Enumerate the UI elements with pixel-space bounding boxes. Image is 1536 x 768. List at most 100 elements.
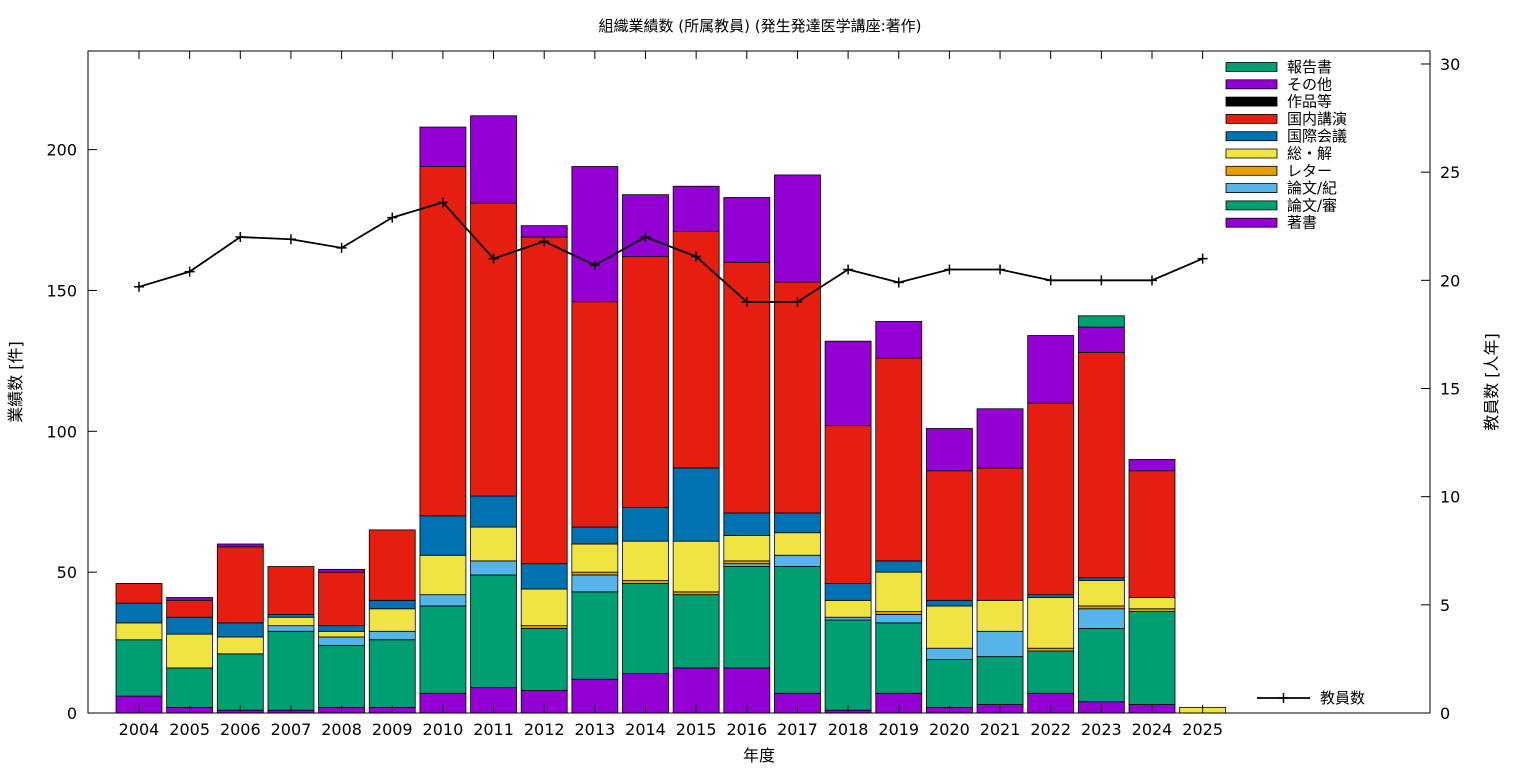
bar-segment bbox=[1027, 650, 1075, 694]
bar-segment bbox=[571, 591, 619, 680]
x-axis-label: 年度 bbox=[743, 746, 775, 765]
bar-segment bbox=[824, 583, 872, 601]
bar-segment bbox=[1027, 335, 1075, 404]
y2-tick-label: 5 bbox=[1440, 596, 1450, 615]
x-tick-label: 2011 bbox=[473, 720, 514, 739]
bar-segment bbox=[774, 174, 821, 283]
y-tick-label: 100 bbox=[46, 422, 77, 441]
bar-segment bbox=[1128, 597, 1176, 610]
faculty-count-point bbox=[539, 236, 550, 247]
bar-segment bbox=[672, 230, 720, 469]
bar-segment bbox=[115, 583, 163, 604]
bar-segment bbox=[875, 611, 923, 615]
bar-segment bbox=[368, 639, 416, 708]
bar-segment bbox=[1128, 459, 1176, 472]
bar-segment bbox=[166, 599, 214, 618]
faculty-count-point bbox=[1096, 275, 1107, 286]
bar-segment bbox=[774, 281, 821, 514]
faculty-count-point bbox=[1197, 253, 1208, 264]
legend-label: 作品等 bbox=[1287, 93, 1332, 111]
y-axis: 0 50 100 150 200 bbox=[46, 141, 97, 723]
bar-segment bbox=[976, 467, 1024, 601]
legend-swatch bbox=[1225, 165, 1278, 176]
bar-segment bbox=[926, 599, 973, 607]
x-tick-label: 2024 bbox=[1132, 720, 1173, 739]
bar-segment bbox=[470, 574, 517, 689]
y-tick-label: 50 bbox=[57, 563, 77, 582]
bar-segment bbox=[470, 526, 517, 562]
legend-label: 著書 bbox=[1287, 214, 1317, 232]
faculty-line-layer bbox=[134, 197, 1208, 307]
faculty-count-point bbox=[437, 197, 448, 208]
bar-segment bbox=[520, 563, 568, 590]
bar-segment bbox=[672, 594, 720, 669]
bar-segment bbox=[571, 301, 619, 528]
bar-segment bbox=[926, 470, 973, 601]
bar-segment bbox=[419, 166, 467, 517]
bar-segment bbox=[1077, 628, 1125, 703]
bar-segment bbox=[571, 166, 619, 303]
x-tick-label: 2004 bbox=[119, 720, 160, 739]
legend-swatch bbox=[1225, 79, 1278, 90]
legend-label: 国内講演 bbox=[1287, 110, 1347, 128]
bar-segment bbox=[926, 428, 973, 472]
bar-segment bbox=[216, 543, 264, 548]
y2-tick-label: 0 bbox=[1440, 704, 1450, 723]
bar-segment bbox=[520, 625, 568, 629]
y2-tick-label: 20 bbox=[1440, 271, 1460, 290]
x-tick-label: 2008 bbox=[321, 720, 362, 739]
bar-segment bbox=[774, 532, 821, 556]
x-tick-label: 2010 bbox=[423, 720, 464, 739]
x-tick-label: 2012 bbox=[524, 720, 565, 739]
x-tick-label: 2009 bbox=[372, 720, 413, 739]
faculty-count-point bbox=[944, 264, 955, 275]
bar-segment bbox=[926, 605, 973, 649]
x-tick-label: 2005 bbox=[169, 720, 210, 739]
legend-line-label: 教員数 bbox=[1320, 689, 1365, 707]
bar-segment bbox=[470, 115, 517, 204]
bar-segment bbox=[723, 535, 771, 562]
bar-segment bbox=[571, 571, 619, 576]
bar-segment bbox=[875, 614, 923, 624]
bar-segment bbox=[166, 633, 214, 669]
x-axis: 2004 2005 2006 2007 2008 2009 2010 2011 2012 2013… bbox=[119, 51, 1223, 739]
bar-segment bbox=[976, 656, 1024, 705]
legend-label: 論文/紀 bbox=[1287, 179, 1337, 197]
bar-segment bbox=[115, 639, 163, 697]
x-tick-label: 2016 bbox=[726, 720, 767, 739]
bar-segment bbox=[875, 357, 923, 562]
y2-axis: 0 5 10 15 20 25 30 bbox=[1421, 55, 1460, 723]
bar-segment bbox=[774, 512, 821, 534]
bar-segment bbox=[216, 653, 264, 711]
legend-swatch bbox=[1225, 200, 1278, 211]
bar-segment bbox=[166, 616, 214, 635]
bar-segment bbox=[166, 667, 214, 708]
bar-segment bbox=[318, 568, 366, 573]
y2-tick-label: 10 bbox=[1440, 488, 1460, 507]
bar-segment bbox=[115, 602, 163, 624]
bar-segment bbox=[824, 599, 872, 618]
bar-segment bbox=[976, 408, 1024, 469]
bar-segment bbox=[824, 340, 872, 427]
legend-swatch bbox=[1225, 96, 1278, 107]
bar-segment bbox=[723, 197, 771, 263]
faculty-count-point bbox=[488, 253, 499, 264]
bar-segment bbox=[267, 630, 315, 711]
legend-label: 報告書 bbox=[1287, 58, 1332, 76]
bar-segment bbox=[267, 616, 315, 627]
bar-segment bbox=[520, 588, 568, 627]
bar-segment bbox=[368, 608, 416, 632]
bar-segment bbox=[571, 543, 619, 573]
bar-segment bbox=[318, 630, 366, 638]
bar-segment bbox=[1128, 608, 1176, 612]
faculty-count-point bbox=[640, 232, 651, 243]
bar-segment bbox=[571, 526, 619, 545]
bar-segment bbox=[318, 636, 366, 646]
x-tick-label: 2013 bbox=[574, 720, 615, 739]
chart-title: 組織業績数 (所属教員) (発生発達医学講座:著作) bbox=[598, 17, 921, 35]
bar-segment bbox=[115, 622, 163, 641]
x-tick-label: 2006 bbox=[220, 720, 261, 739]
y2-tick-label: 30 bbox=[1440, 55, 1460, 74]
bar-segment bbox=[723, 566, 771, 669]
